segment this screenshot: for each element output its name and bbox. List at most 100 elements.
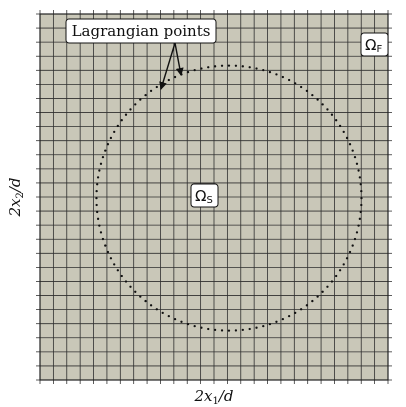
callout-label: Lagrangian points — [72, 22, 211, 40]
lagrangian-point — [342, 130, 345, 133]
lagrangian-point — [338, 124, 342, 128]
lagrangian-point — [355, 162, 359, 165]
lagrangian-point — [358, 176, 361, 179]
lagrangian-point — [220, 64, 224, 67]
callout-box — [65, 18, 217, 44]
lagrangian-point — [335, 119, 338, 122]
lagrangian-point — [96, 210, 99, 214]
lagrangian-point — [234, 64, 238, 67]
lagrangian-point — [99, 231, 103, 234]
lagrangian-point — [124, 280, 128, 283]
lagrangian-point — [321, 103, 324, 106]
lagrangian-point — [139, 98, 142, 101]
lagrangian-point — [200, 326, 203, 329]
fluid-region-label-group: ΩF — [360, 32, 389, 57]
lagrangian-point — [113, 263, 116, 266]
lagrangian-point — [116, 269, 119, 272]
lagrangian-point — [109, 136, 113, 140]
lagrangian-point — [241, 65, 244, 68]
x-axis-label: 2x1/d — [193, 387, 233, 407]
lagrangian-point — [207, 66, 210, 69]
lagrangian-point — [193, 68, 196, 72]
lagrangian-point — [326, 285, 329, 288]
lagrangian-point — [360, 196, 363, 200]
lagrangian-point — [193, 324, 196, 328]
lagrangian-point — [104, 149, 107, 152]
lagrangian-point — [173, 75, 177, 79]
lagrangian-point — [180, 320, 183, 323]
lagrangian-point — [353, 156, 357, 159]
lagrangian-point — [167, 315, 170, 318]
lagrangian-point — [338, 269, 342, 272]
lagrangian-point — [227, 64, 231, 67]
lagrangian-point — [287, 315, 291, 318]
lagrangian-point — [335, 274, 338, 278]
lagrangian-point — [96, 176, 100, 179]
lagrangian-point — [342, 263, 345, 266]
lagrangian-point — [144, 299, 147, 303]
lagrangian-point — [345, 257, 349, 260]
lagrangian-point — [95, 203, 98, 207]
solid-region-label: ΩS — [195, 187, 213, 206]
lagrangian-point — [161, 311, 164, 314]
fluid-region-label: ΩF — [365, 36, 382, 55]
lagrangian-point — [316, 295, 319, 298]
lagrangian-points — [95, 64, 363, 332]
lagrangian-point — [311, 93, 314, 97]
lagrangian-point — [299, 85, 303, 89]
lagrangian-point — [116, 124, 119, 128]
lagrangian-point — [106, 143, 110, 146]
solid-region-label-group: ΩS — [190, 183, 219, 208]
lagrangian-point — [96, 183, 99, 186]
lagrangian-point — [167, 78, 170, 82]
lagrangian-point — [139, 295, 142, 298]
lagrangian-point — [213, 65, 217, 68]
lagrangian-point — [262, 324, 265, 328]
lagrangian-point — [173, 318, 177, 321]
lagrangian-point — [348, 143, 352, 146]
lagrangian-point — [305, 304, 308, 307]
lagrangian-point — [255, 326, 258, 329]
domain-frame — [39, 13, 389, 381]
lagrangian-point — [326, 108, 329, 111]
lagrangian-point — [287, 78, 291, 82]
lagrangian-point — [149, 89, 153, 93]
lagrangian-point — [281, 318, 285, 321]
lagrangian-point — [353, 237, 357, 241]
lagrangian-point — [316, 98, 319, 101]
lagrangian-point — [355, 231, 359, 234]
lagrangian-point — [359, 210, 362, 214]
lagrangian-point — [101, 156, 105, 159]
fluid-region-box — [360, 32, 389, 57]
lagrangian-point — [360, 203, 363, 207]
lagrangian-point — [275, 73, 278, 76]
lagrangian-point — [321, 290, 324, 293]
lagrangian-point — [96, 217, 100, 220]
lagrangian-point — [345, 136, 349, 140]
lagrangian-point — [358, 217, 361, 220]
lagrangian-point — [98, 224, 101, 227]
lagrangian-point — [120, 274, 123, 278]
lagrangian-point — [95, 190, 98, 193]
lagrangian-point — [351, 244, 354, 247]
lagrangian-point — [294, 311, 297, 314]
lagrangian-point — [357, 169, 360, 172]
lagrangian-point — [227, 329, 231, 332]
lagrangian-point — [255, 67, 258, 70]
lagrangian-point — [248, 66, 251, 69]
callout-arrow — [174, 42, 184, 76]
background-mesh-grid — [40, 14, 388, 380]
lagrangian-point — [149, 304, 153, 307]
lagrangian-point — [299, 308, 303, 311]
lagrangian-point — [200, 67, 203, 70]
lagrangian-point — [109, 257, 113, 260]
lagrangian-point — [311, 299, 314, 303]
lagrangian-point — [359, 183, 362, 186]
lagrangian-point — [186, 322, 190, 326]
lagrangian-point — [294, 82, 297, 85]
lagrangian-point — [330, 113, 334, 116]
lagrangian-point — [241, 328, 244, 332]
lagrangian-point — [95, 196, 98, 200]
lagrangian-point — [305, 89, 308, 93]
